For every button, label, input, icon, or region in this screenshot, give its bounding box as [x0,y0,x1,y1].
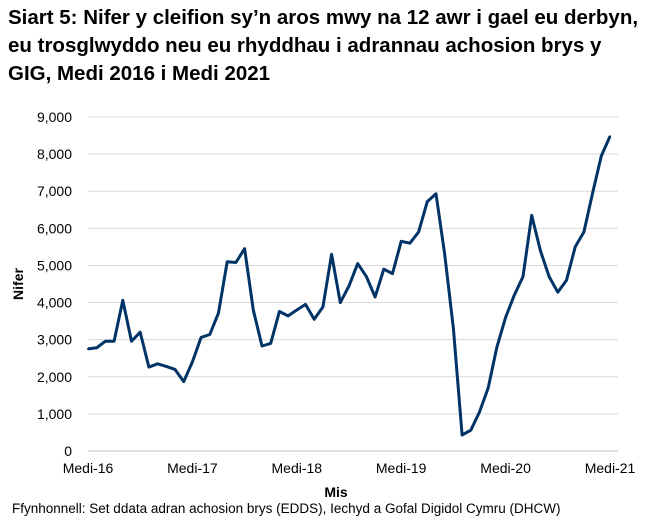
data-point [530,214,533,217]
y-axis-label: Nifer [10,268,26,300]
data-point [591,192,594,195]
data-point [243,247,246,250]
data-point [382,268,385,271]
data-point [400,240,403,243]
y-tick-label: 8,000 [37,146,72,162]
data-point [278,310,281,313]
data-point [217,311,220,314]
data-point [321,306,324,309]
source-note: Ffynhonnell: Set ddata adran achosion br… [12,501,561,516]
y-tick-label: 6,000 [37,220,72,236]
data-point [417,231,420,234]
data-point [113,340,116,343]
y-tick-label: 5,000 [37,257,72,273]
data-point [374,295,377,298]
x-tick-labels: Medi-16 Medi-17 Medi-18 Medi-19 Medi-20 Medi-… [63,460,636,476]
data-point [408,242,411,245]
data-point [356,262,359,265]
x-tick-label: Medi-16 [63,460,114,476]
y-tick-label: 1,000 [37,406,72,422]
data-point [443,253,446,256]
data-point [330,253,333,256]
x-tick-label: Medi-20 [480,460,531,476]
data-point [191,360,194,363]
data-point [574,245,577,248]
y-tick-label: 7,000 [37,183,72,199]
chart-title: Siart 5: Nifer y cleifion sy’n aros mwy … [8,6,639,85]
data-point [147,366,150,369]
y-tick-label: 9,000 [37,109,72,125]
data-point [313,318,316,321]
data-point [452,327,455,330]
x-tick-label: Medi-21 [585,460,636,476]
y-tick-label: 0 [64,443,72,459]
data-point [495,346,498,349]
data-point [295,308,298,311]
data-point [156,362,159,365]
data-point [461,434,464,437]
data-point [487,386,490,389]
data-point [391,272,394,275]
data-point [121,299,124,302]
data-point [539,249,542,252]
y-tick-labels: 0 1,000 2,000 3,000 4,000 5,000 6,000 7,000 8,00… [37,109,72,459]
data-point [304,303,307,306]
data-point [252,308,255,311]
y-tick-label: 4,000 [37,295,72,311]
x-tick-label: Medi-17 [167,460,218,476]
data-point [548,275,551,278]
data-point [600,154,603,157]
data-point [174,368,176,371]
data-point [556,291,559,294]
data-point [348,284,350,287]
data-point [565,279,568,282]
data-point [365,275,368,278]
data-point [139,331,142,334]
data-point [182,380,185,383]
data-point [226,260,229,263]
data-point [504,316,507,319]
data-point [269,342,272,345]
data-point [435,192,437,195]
data-point [522,275,524,278]
data-point [200,336,203,339]
data-point [582,231,585,234]
data-point [95,346,98,349]
gridlines [88,116,618,452]
data-point [261,344,263,347]
x-axis-label: Mis [324,484,348,500]
data-point [130,340,133,343]
x-tick-label: Medi-19 [376,460,427,476]
y-tick-label: 3,000 [37,332,72,348]
data-point [165,365,168,368]
data-point [478,411,481,414]
data-point [426,200,429,203]
data-point [234,261,237,264]
data-point [339,301,342,304]
data-point [609,135,611,138]
x-tick-label: Medi-18 [272,460,323,476]
data-point [104,340,107,343]
data-point [87,347,89,350]
data-point [287,314,290,317]
data-point [469,429,472,432]
data-point [208,333,211,336]
y-tick-label: 2,000 [37,369,72,385]
data-point [513,294,516,297]
